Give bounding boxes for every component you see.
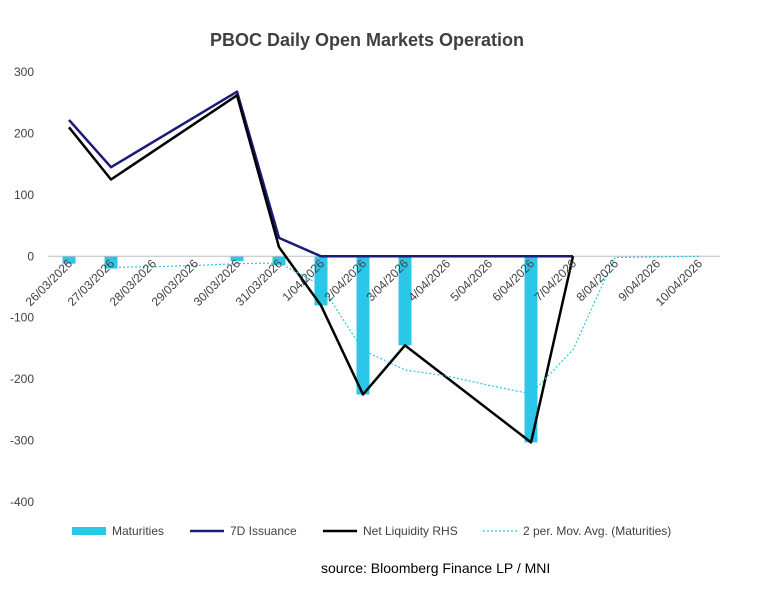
bars-layer [62, 256, 538, 443]
legend-label: Maturities [112, 524, 164, 538]
y-tick-label: 100 [14, 188, 34, 202]
bar-maturities [272, 256, 286, 265]
y-tick-label: 0 [27, 249, 34, 263]
y-tick-label: -400 [10, 495, 34, 509]
legend: Maturities 7D Issuance Net Liquidity RHS 2 … [72, 524, 671, 538]
y-axis-ticks: -400 -300 -200 -100 0 100 200 300 [10, 65, 34, 509]
chart-title: PBOC Daily Open Markets Operation [209, 30, 525, 50]
line-net-liquidity-rhs [68, 94, 575, 444]
bar-maturities [230, 256, 244, 262]
lines-layer [68, 90, 700, 444]
y-tick-label: -300 [10, 434, 34, 448]
bar-maturities [524, 256, 538, 443]
bar-maturities [314, 256, 328, 306]
legend-label: 2 per. Mov. Avg. (Maturities) [523, 524, 671, 538]
y-tick-label: 200 [14, 126, 34, 140]
bar-maturities [398, 256, 412, 346]
x-tick-label: 4/04/2026 [405, 256, 453, 304]
bar-maturities [356, 256, 370, 395]
line-2-per-mov-avg-maturities- [110, 255, 700, 395]
x-tick-label: 8/04/2026 [573, 256, 621, 304]
y-tick-label: -100 [10, 311, 34, 325]
line-7d-issuance [68, 90, 573, 258]
legend-label: 7D Issuance [230, 524, 297, 538]
y-tick-label: -200 [10, 372, 34, 386]
legend-swatch [72, 527, 106, 535]
y-tick-label: 300 [14, 65, 34, 79]
x-tick-label: 5/04/2026 [447, 256, 495, 304]
bar-maturities [104, 256, 118, 269]
x-tick-label: 7/04/2026 [531, 256, 579, 304]
source-note: source: Bloomberg Finance LP / MNI [321, 560, 551, 576]
legend-label: Net Liquidity RHS [363, 524, 458, 538]
bar-maturities [62, 256, 76, 264]
